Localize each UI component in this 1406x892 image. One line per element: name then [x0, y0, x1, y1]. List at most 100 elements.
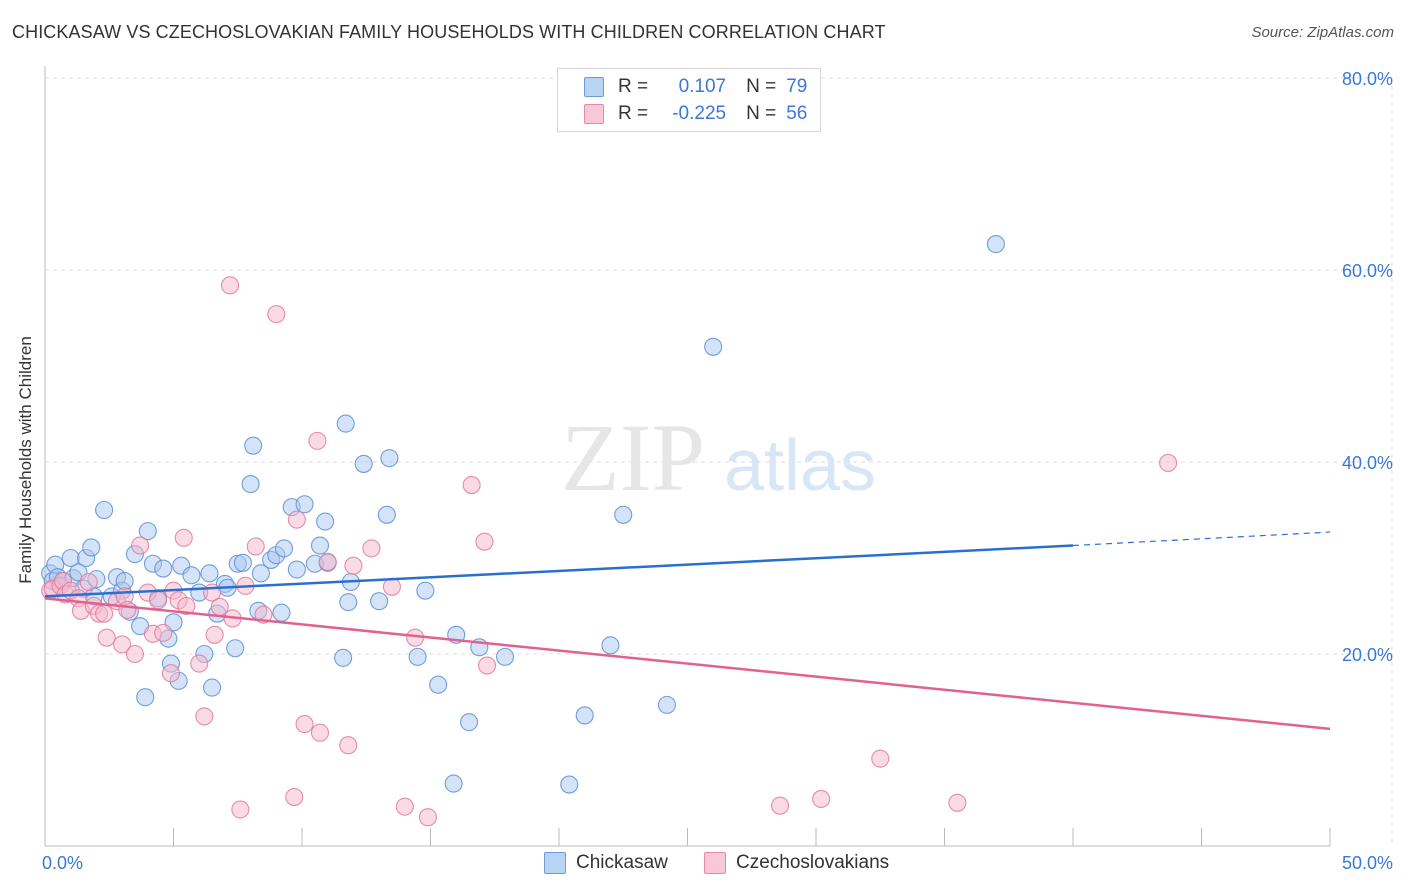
chickasaw-point: [272, 603, 291, 622]
chickasaw-point: [459, 713, 479, 732]
legend-row-chickasaw: R = 0.107 N = 79: [584, 75, 807, 99]
czechoslovakian-point: [195, 707, 214, 726]
czechoslovakian-point: [154, 623, 173, 642]
legend-swatch-czechoslovakians: [704, 852, 726, 874]
chickasaw-point: [274, 539, 294, 558]
legend-n-value: 56: [786, 103, 808, 124]
chickasaw-point: [377, 505, 396, 524]
czechoslovakian-point: [113, 635, 132, 654]
chickasaw-point: [336, 414, 355, 433]
czechoslovakian-point: [161, 664, 180, 683]
czechoslovakian-point: [395, 797, 414, 816]
legend-swatch-chickasaw: [544, 852, 566, 874]
czechoslovakian-point: [97, 628, 116, 647]
chickasaw-trend-extension: [1072, 531, 1331, 547]
chickasaw-point: [370, 592, 389, 611]
chickasaw-point: [200, 564, 219, 583]
czechoslovakian-point: [231, 800, 250, 819]
chickasaw-point: [495, 647, 515, 666]
chickasaw-point: [316, 512, 335, 531]
czechoslovakian-point: [131, 536, 150, 555]
chickasaw-point: [295, 495, 314, 514]
czechoslovakian-point: [118, 600, 137, 619]
chickasaw-point: [704, 337, 723, 356]
x-tick-label: 50.0%: [1342, 853, 1393, 873]
czechoslovakian-point: [1159, 453, 1178, 473]
watermark-atlas: atlas: [724, 426, 876, 506]
chickasaw-point: [416, 581, 435, 600]
czechoslovakian-point: [205, 625, 224, 644]
czechoslovakian-point: [190, 654, 209, 673]
source-label: Source: ZipAtlas.com: [1251, 24, 1394, 41]
czechoslovakian-point: [177, 596, 196, 616]
czechoslovakian-point: [308, 431, 327, 450]
legend-r-label: R =: [618, 103, 649, 124]
legend-n-label: N =: [746, 103, 777, 124]
chickasaw-point: [408, 647, 427, 666]
legend-item-chickasaw: Chickasaw: [544, 852, 668, 874]
czechoslovakian-point: [344, 556, 363, 575]
czechoslovakian-point: [310, 723, 330, 742]
czechoslovakian-point: [125, 644, 144, 664]
chickasaw-point: [601, 636, 620, 655]
chickasaw-point: [657, 695, 676, 714]
legend-r-value: -0.225: [672, 103, 727, 124]
czechoslovakian-point: [267, 305, 286, 324]
czechoslovakian-point: [871, 749, 890, 768]
chickasaw-point: [182, 566, 201, 585]
chickasaw-point: [310, 536, 330, 555]
chickasaw-point: [287, 560, 306, 579]
y-tick-label: 80.0%: [1342, 69, 1393, 89]
czechoslovakian-point: [948, 793, 967, 812]
chickasaw-point: [251, 564, 270, 583]
legend-label-chickasaw: Chickasaw: [576, 852, 668, 873]
czechoslovakian-point: [287, 510, 306, 529]
chickasaw-point: [575, 706, 594, 725]
czechoslovakian-trend-line: [44, 597, 1331, 731]
czechoslovakian-point: [295, 715, 314, 734]
chickasaw-point: [560, 775, 579, 794]
watermark: ZIP atlas: [561, 404, 876, 511]
chickasaw-point: [154, 559, 173, 578]
legend-item-czechoslovakians: Czechoslovakians: [704, 852, 889, 874]
chickasaw-point: [986, 235, 1005, 254]
czechoslovakian-point: [362, 539, 381, 558]
trend-lines: [44, 531, 1331, 731]
czechoslovakian-point: [418, 808, 437, 827]
czechoslovakian-point: [174, 528, 193, 547]
czechoslovakian-point: [149, 591, 168, 610]
chart-title: CHICKASAW VS CZECHOSLOVAKIAN FAMILY HOUS…: [12, 22, 886, 42]
chickasaw-point: [429, 675, 448, 694]
y-tick-label: 60.0%: [1342, 261, 1393, 281]
legend-swatch-chickasaw: [584, 77, 604, 97]
y-tick-label: 20.0%: [1342, 645, 1393, 665]
czechoslovakian-point: [95, 604, 114, 623]
chickasaw-point: [138, 522, 157, 541]
tick-labels: 20.0% 40.0% 60.0% 80.0% 0.0% 50.0%: [42, 69, 1393, 873]
legend-r-label: R =: [618, 76, 649, 97]
czechoslovakian-point: [246, 537, 265, 556]
chickasaw-point: [241, 475, 260, 494]
chickasaw-point: [380, 449, 399, 468]
czechoslovakian-point: [812, 789, 831, 809]
czechoslovakian-point: [79, 572, 98, 592]
chickasaw-point: [233, 553, 252, 572]
chickasaw-trend-line: [44, 544, 1074, 598]
legend-swatch-czechoslovakians: [584, 104, 604, 124]
chickasaw-point: [244, 436, 263, 455]
legend-n-label: N =: [746, 76, 777, 97]
chickasaw-point: [115, 571, 134, 591]
chickasaw-point: [82, 538, 101, 557]
chickasaw-point: [444, 774, 463, 793]
czechoslovakian-point: [339, 736, 358, 755]
chickasaw-point: [136, 688, 155, 707]
czechoslovakian-point: [770, 796, 790, 815]
series-legend: Chickasaw Czechoslovakians: [0, 852, 1406, 878]
czechoslovakian-point: [382, 577, 402, 596]
watermark-zip: ZIP: [561, 404, 705, 511]
czechoslovakian-point: [220, 276, 240, 295]
czechoslovakian-point: [285, 787, 304, 807]
y-axis-label: Family Households with Children: [16, 336, 35, 584]
czechoslovakian-point: [475, 532, 494, 551]
